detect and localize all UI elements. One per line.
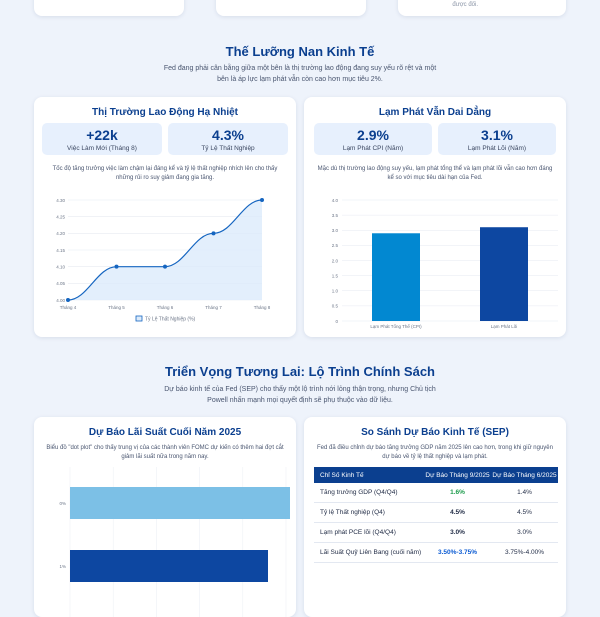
y-tick-label: 0.5	[332, 304, 339, 309]
unemployment-stat-value: 4.3%	[212, 127, 244, 143]
legend-swatch	[135, 315, 143, 322]
unemployment-stat-label: Tỷ Lệ Thất Nghiệp	[201, 145, 255, 152]
x-tick-label: Lạm Phát Tổng Thể (CPI)	[370, 323, 422, 329]
labor-card-title: Thị Trường Lao Động Hạ Nhiệt	[91, 107, 238, 118]
x-tick-label: Tháng 7	[205, 305, 222, 310]
x-tick-label: Tháng 6	[157, 305, 174, 310]
row-label: Lãi Suất Quỹ Liên Bang (cuối năm)	[314, 542, 424, 563]
cpi-stat: 2.9% Lạm Phát CPI (Năm)	[314, 123, 432, 155]
y-tick-label: 4.0	[332, 198, 339, 203]
inflation-bar-chart: 0 0.5 1.0 1.5 2.0 2.5 3.0 3.5 4.0 Lạm Phát Tổng T…	[332, 198, 558, 329]
row-value-sept: 4.5%	[424, 502, 491, 523]
row-value-june: 1.4%	[491, 483, 558, 503]
y-tick-label: 2.0	[332, 258, 339, 263]
prev-card-note: được đối.	[452, 2, 478, 8]
table-row: Tỷ lệ Thất nghiệp (Q4) 4.5% 4.5%	[314, 502, 558, 523]
y-tick-label: 4.20	[56, 231, 65, 236]
data-point	[114, 264, 119, 269]
row-value-june: 3.75%-4.00%	[491, 542, 558, 563]
sep-col-indicator: Chỉ Số Kinh Tế	[314, 467, 424, 483]
y-tick-label: 4.25	[56, 214, 65, 219]
prev-card-3: được đối.	[398, 0, 566, 16]
y-tick-label: 1.0	[332, 289, 339, 294]
unemployment-line-chart: 4.00 4.05 4.10 4.15 4.20 4.25 4.30 Tháng 4 Tháng…	[56, 198, 271, 323]
y-tick-label: 0	[335, 319, 338, 324]
section-desc-outlook: Dự báo kinh tế của Fed (SEP) cho thấy mộ…	[164, 386, 436, 404]
row-value-sept: 3.0%	[424, 522, 491, 543]
data-point	[66, 298, 70, 302]
sep-table-header-row: Chỉ Số Kinh Tế Dự Báo Tháng 9/2025 Dự Bá…	[314, 467, 558, 483]
row-value-sept: 1.6%	[424, 483, 491, 503]
x-tick-label: Lạm Phát Lõi	[491, 324, 518, 329]
data-point	[260, 198, 264, 202]
cpi-stat-label: Lạm Phát CPI (Năm)	[342, 145, 404, 152]
rates-forecast-card: Dự Báo Lãi Suất Cuối Năm 2025 Biểu đồ "d…	[34, 417, 296, 617]
section-title-outlook: Triển Vọng Tương Lai: Lộ Trình Chính Sác…	[165, 364, 435, 379]
y-tick-label: 0%	[59, 501, 66, 506]
inflation-bar	[372, 233, 420, 321]
inflation-card: Lạm Phát Vẫn Dai Dẳng 2.9% Lạm Phát CPI …	[304, 97, 566, 337]
sep-col-sep-sept: Dự Báo Tháng 9/2025	[424, 467, 491, 483]
rates-bar-chart: 0% 1%	[59, 467, 290, 617]
x-tick-label: Tháng 4	[60, 305, 77, 310]
sep-card-title: So Sánh Dự Báo Kinh Tế (SEP)	[361, 427, 509, 438]
rate-bar	[70, 487, 290, 519]
inflation-card-desc: Mặc dù thị trường lao động suy yếu, lạm …	[317, 166, 553, 181]
y-tick-label: 3.5	[332, 213, 339, 218]
x-tick-label: Tháng 8	[254, 305, 271, 310]
y-tick-label: 4.00	[56, 298, 65, 303]
sep-col-sep-june: Dự Báo Tháng 6/2025	[491, 467, 558, 483]
y-tick-label: 2.5	[332, 243, 339, 248]
labor-market-card: Thị Trường Lao Động Hạ Nhiệt +22k Việc L…	[34, 97, 296, 337]
y-tick-label: 1.5	[332, 273, 339, 278]
table-row: Lạm phát PCE lõi (Q4/Q4) 3.0% 3.0%	[314, 522, 558, 543]
table-row: Lãi Suất Quỹ Liên Bang (cuối năm) 3.50%-…	[314, 542, 558, 563]
section-title-dilemma: Thế Lưỡng Nan Kinh Tế	[225, 44, 375, 59]
jobs-stat: +22k Việc Làm Mới (Tháng 8)	[42, 123, 162, 155]
inflation-card-title: Lạm Phát Vẫn Dai Dẳng	[378, 107, 492, 118]
data-point	[211, 231, 216, 236]
row-value-june: 4.5%	[491, 502, 558, 523]
rates-card-desc: Biểu đồ "dot plot" cho thấy trung vị của…	[46, 445, 284, 460]
prev-card-1	[34, 0, 184, 16]
row-value-june: 3.0%	[491, 522, 558, 543]
y-tick-label: 4.15	[56, 248, 65, 253]
rate-bar	[70, 550, 268, 582]
section-desc-dilemma: Fed đang phải cân bằng giữa một bên là t…	[163, 65, 437, 83]
unemployment-stat: 4.3% Tỷ Lệ Thất Nghiệp	[168, 123, 288, 155]
row-value-sept: 3.50%-3.75%	[424, 542, 491, 563]
rates-card-title: Dự Báo Lãi Suất Cuối Năm 2025	[88, 427, 242, 438]
prev-card-2	[216, 0, 366, 16]
y-tick-label: 4.30	[56, 198, 65, 203]
y-tick-label: 4.10	[56, 264, 65, 269]
sep-table: Chỉ Số Kinh Tế Dự Báo Tháng 9/2025 Dự Bá…	[314, 467, 558, 563]
x-tick-label: Tháng 5	[108, 305, 125, 310]
y-tick-label: 3.0	[332, 228, 339, 233]
labor-card-desc: Tốc độ tăng trưởng việc làm chậm lại đán…	[52, 166, 278, 181]
y-tick-label: 1%	[59, 564, 66, 569]
sep-card: So Sánh Dự Báo Kinh Tế (SEP) Fed đã điều…	[304, 417, 566, 617]
inflation-bar	[480, 227, 528, 321]
sep-card-desc: Fed đã điều chỉnh dự báo tăng trưởng GDP…	[317, 445, 553, 460]
series-area	[68, 200, 262, 300]
table-row: Tăng trưởng GDP (Q4/Q4) 1.6% 1.4%	[314, 483, 558, 503]
core-stat: 3.1% Lạm Phát Lõi (Năm)	[438, 123, 556, 155]
y-tick-label: 4.05	[56, 281, 65, 286]
jobs-stat-label: Việc Làm Mới (Tháng 8)	[67, 145, 137, 152]
data-point	[163, 264, 167, 269]
core-stat-label: Lạm Phát Lõi (Năm)	[467, 145, 527, 152]
core-stat-value: 3.1%	[481, 127, 513, 143]
row-label: Lạm phát PCE lõi (Q4/Q4)	[314, 522, 424, 543]
jobs-stat-value: +22k	[86, 127, 118, 143]
legend-label: Tỷ Lệ Thất Nghiệp (%)	[145, 316, 196, 323]
row-label: Tỷ lệ Thất nghiệp (Q4)	[314, 502, 424, 523]
row-label: Tăng trưởng GDP (Q4/Q4)	[314, 483, 424, 503]
cpi-stat-value: 2.9%	[357, 127, 389, 143]
